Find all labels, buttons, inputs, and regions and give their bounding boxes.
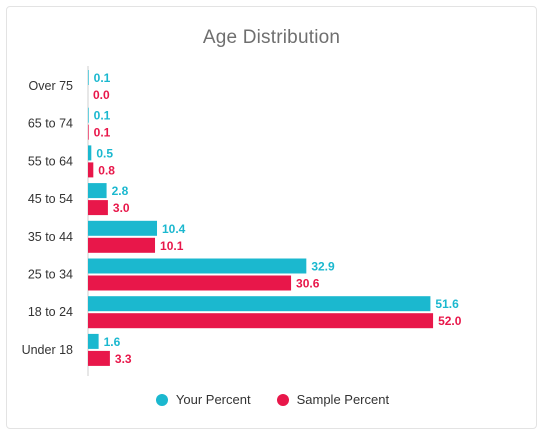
category-label: 65 to 74: [28, 117, 73, 131]
category-label: Over 75: [29, 79, 74, 93]
bar-sample-percent: [88, 350, 110, 366]
bar-your-percent: [88, 145, 92, 161]
bar-your-percent: [88, 70, 89, 85]
data-label-your-percent: 0.1: [94, 109, 111, 123]
data-label-your-percent: 0.1: [94, 71, 111, 85]
category-label: Under 18: [22, 343, 73, 357]
data-label-your-percent: 2.8: [112, 184, 129, 198]
bar-your-percent: [88, 296, 431, 312]
bar-your-percent: [88, 333, 99, 349]
bar-sample-percent: [88, 124, 89, 140]
legend-item-sample-percent[interactable]: Sample Percent: [276, 392, 390, 407]
data-label-sample-percent: 0.8: [98, 163, 115, 177]
category-label: 55 to 64: [28, 154, 73, 168]
data-label-sample-percent: 10.1: [160, 239, 184, 253]
category-label: 25 to 34: [28, 268, 73, 282]
bar-your-percent: [88, 220, 158, 236]
category-label: 45 to 54: [28, 192, 73, 206]
data-label-sample-percent: 0.0: [93, 88, 110, 102]
chart-legend: Your Percent Sample Percent: [0, 392, 545, 407]
legend-swatch-sample-percent: [276, 393, 289, 406]
legend-label-your-percent: Your Percent: [175, 392, 251, 407]
data-label-sample-percent: 3.3: [115, 352, 132, 366]
bar-sample-percent: [88, 200, 108, 216]
data-label-your-percent: 10.4: [162, 222, 186, 236]
data-label-your-percent: 32.9: [311, 260, 335, 274]
category-label: 35 to 44: [28, 230, 73, 244]
legend-label-sample-percent: Sample Percent: [296, 392, 390, 407]
chart-title: Age Distribution: [202, 27, 341, 48]
data-label-your-percent: 1.6: [104, 335, 121, 349]
legend-item-your-percent[interactable]: Your Percent: [155, 392, 251, 407]
data-label-your-percent: 0.5: [96, 146, 113, 160]
bar-your-percent: [88, 183, 107, 199]
bar-your-percent: [88, 258, 307, 274]
data-label-your-percent: 51.6: [435, 297, 459, 311]
bar-sample-percent: [88, 162, 94, 178]
bar-sample-percent: [88, 275, 292, 291]
data-label-sample-percent: 52.0: [438, 314, 462, 328]
data-label-sample-percent: 0.1: [94, 126, 111, 140]
legend-swatch-your-percent: [155, 393, 168, 406]
bar-sample-percent: [88, 237, 156, 253]
bar-sample-percent: [88, 313, 434, 329]
data-label-sample-percent: 30.6: [296, 277, 320, 291]
data-label-sample-percent: 3.0: [113, 201, 130, 215]
bar-your-percent: [88, 107, 89, 123]
category-label: 18 to 24: [28, 305, 73, 319]
